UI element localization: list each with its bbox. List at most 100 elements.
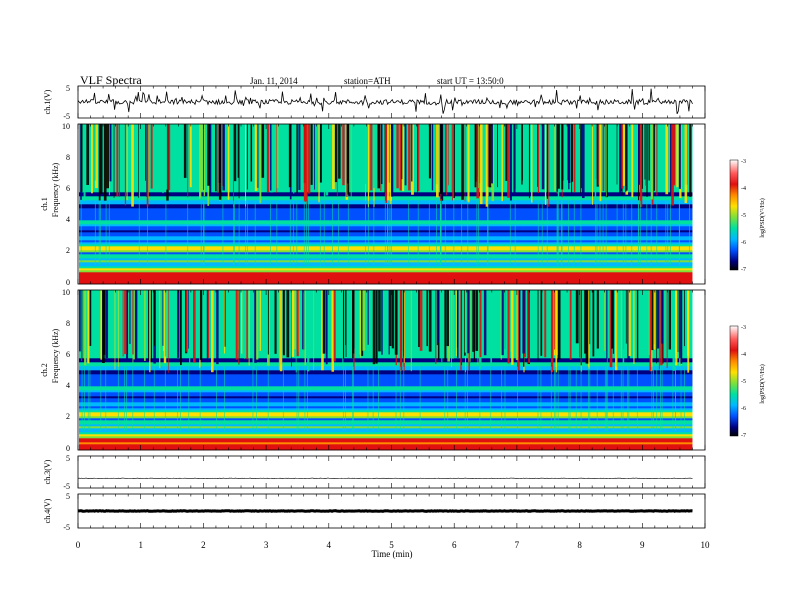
spectrogram-stripe [513, 124, 516, 196]
spectrogram-band [79, 206, 693, 209]
spectrogram-stripe [653, 124, 654, 192]
spectrogram-stripe [417, 124, 420, 192]
spectrogram-stripe [276, 200, 278, 265]
spectrogram-band [79, 230, 693, 233]
ch1-freq-tick-8: 8 [66, 153, 70, 162]
spectrogram-stripe [241, 290, 243, 354]
spectrogram-stripe [439, 200, 441, 265]
spectrogram-stripe [596, 290, 599, 349]
ch1-freq-tick-2: 2 [66, 246, 70, 255]
spectrogram-stripe [138, 124, 141, 202]
spectrogram-stripe [179, 290, 182, 366]
spectrogram-stripe [306, 290, 308, 353]
spectrogram-stripe [319, 124, 322, 183]
spectrogram-band [79, 440, 693, 443]
spectrogram-stripe [381, 290, 383, 355]
spectrogram-stripe [649, 290, 652, 371]
spectrogram-band [79, 202, 693, 205]
ch1-waveform-panel: 5 -5 ch.1(V) [43, 84, 706, 121]
spectrogram-band [79, 328, 693, 331]
spectrogram-stripe [501, 290, 504, 356]
spectrogram-stripe [380, 124, 383, 185]
spectrogram-stripe [105, 200, 107, 265]
spectrogram-stripe [395, 366, 397, 431]
spectrogram-stripe [298, 124, 301, 190]
spectrogram-stripe [177, 366, 178, 431]
spectrogram-stripe [678, 290, 682, 359]
spectrogram-band [79, 444, 693, 447]
spectrogram-stripe [606, 366, 607, 431]
spectrogram-stripe [378, 366, 379, 431]
spectrogram-stripe [588, 366, 589, 431]
spectrogram-stripe [621, 124, 624, 189]
spectrogram-stripe [389, 290, 392, 346]
spectrogram-stripe [678, 200, 680, 265]
spectrogram-stripe [145, 124, 146, 181]
spectrogram-stripe [270, 124, 272, 191]
spectrogram-stripe [372, 366, 374, 431]
spectrogram-stripe [444, 200, 446, 265]
spectrogram-stripe [147, 200, 148, 265]
spectrogram-stripe [580, 124, 582, 189]
ch4-waveform-trace [78, 509, 693, 513]
ch1-cbar-tick-m5: -5 [741, 213, 746, 219]
spectrogram-band [79, 354, 693, 357]
spectrogram-stripe [546, 124, 548, 199]
spectrogram-band [79, 290, 693, 293]
ch1-cbar-tick-m4: -4 [741, 186, 746, 192]
spectrogram-stripe [187, 200, 189, 265]
time-axis-tick-labels: 0 1 2 3 4 5 6 7 8 9 10 [76, 540, 710, 550]
ch2-cbar-tick-m6: -6 [741, 406, 746, 412]
spectrogram-stripe [633, 290, 635, 364]
ch4-ytick-top: 5 [66, 492, 70, 501]
spectrogram-stripe [490, 124, 493, 184]
ch1-colorbar [729, 159, 739, 271]
spectrogram-stripe [419, 366, 421, 431]
spectrogram-stripe [444, 366, 446, 431]
spectrogram-stripe [641, 124, 643, 189]
spectrogram-band [79, 238, 693, 241]
spectrogram-stripe [391, 290, 394, 349]
ch3-ylabel: ch.3(V) [43, 459, 52, 484]
spectrogram-stripe [514, 124, 516, 190]
spectrogram-stripe [105, 290, 109, 359]
spectrogram-stripe [399, 366, 401, 431]
spectrogram-stripe [625, 124, 627, 192]
spectrogram-band [79, 370, 693, 373]
spectrogram-stripe [428, 290, 432, 352]
spectrogram-stripe [645, 124, 646, 186]
spectrogram-stripe [91, 124, 93, 194]
spectrogram-stripe [490, 366, 492, 431]
spectrogram-stripe [592, 290, 595, 357]
spectrogram-stripe [504, 366, 506, 431]
spectrogram-stripe [648, 290, 650, 356]
spectrogram-stripe [150, 124, 153, 189]
spectrogram-stripe [479, 124, 483, 205]
spectrogram-stripe [100, 290, 103, 360]
time-tick-marks [77, 86, 706, 528]
spectrogram-stripe [485, 124, 489, 207]
spectrogram-stripe [540, 290, 543, 356]
spectrogram-band [79, 298, 693, 301]
spectrogram-stripe [254, 290, 257, 363]
spectrogram-band [79, 282, 693, 285]
spectrogram-stripe [670, 200, 671, 265]
ch2-colorbar-label: log(PSD(V²/Hz) [759, 364, 766, 403]
spectrogram-stripe [342, 290, 345, 359]
spectrogram-band [79, 256, 693, 259]
spectrogram-stripe [615, 290, 618, 371]
spectrogram-stripe [438, 290, 440, 343]
spectrogram-band [79, 306, 693, 309]
spectrogram-stripe [227, 124, 230, 200]
spectrogram-band [79, 346, 693, 349]
spectrogram-stripe [216, 290, 219, 365]
spectrogram-stripe [472, 290, 475, 352]
spectrogram-stripe [199, 124, 201, 199]
spectrogram-stripe [515, 290, 519, 361]
ch1-ytick-bottom: -5 [63, 112, 70, 121]
spectrogram-stripe [452, 124, 453, 201]
spectrogram-band [79, 408, 693, 411]
spectrogram-stripe [627, 366, 629, 431]
spectrogram-stripe [254, 200, 256, 265]
